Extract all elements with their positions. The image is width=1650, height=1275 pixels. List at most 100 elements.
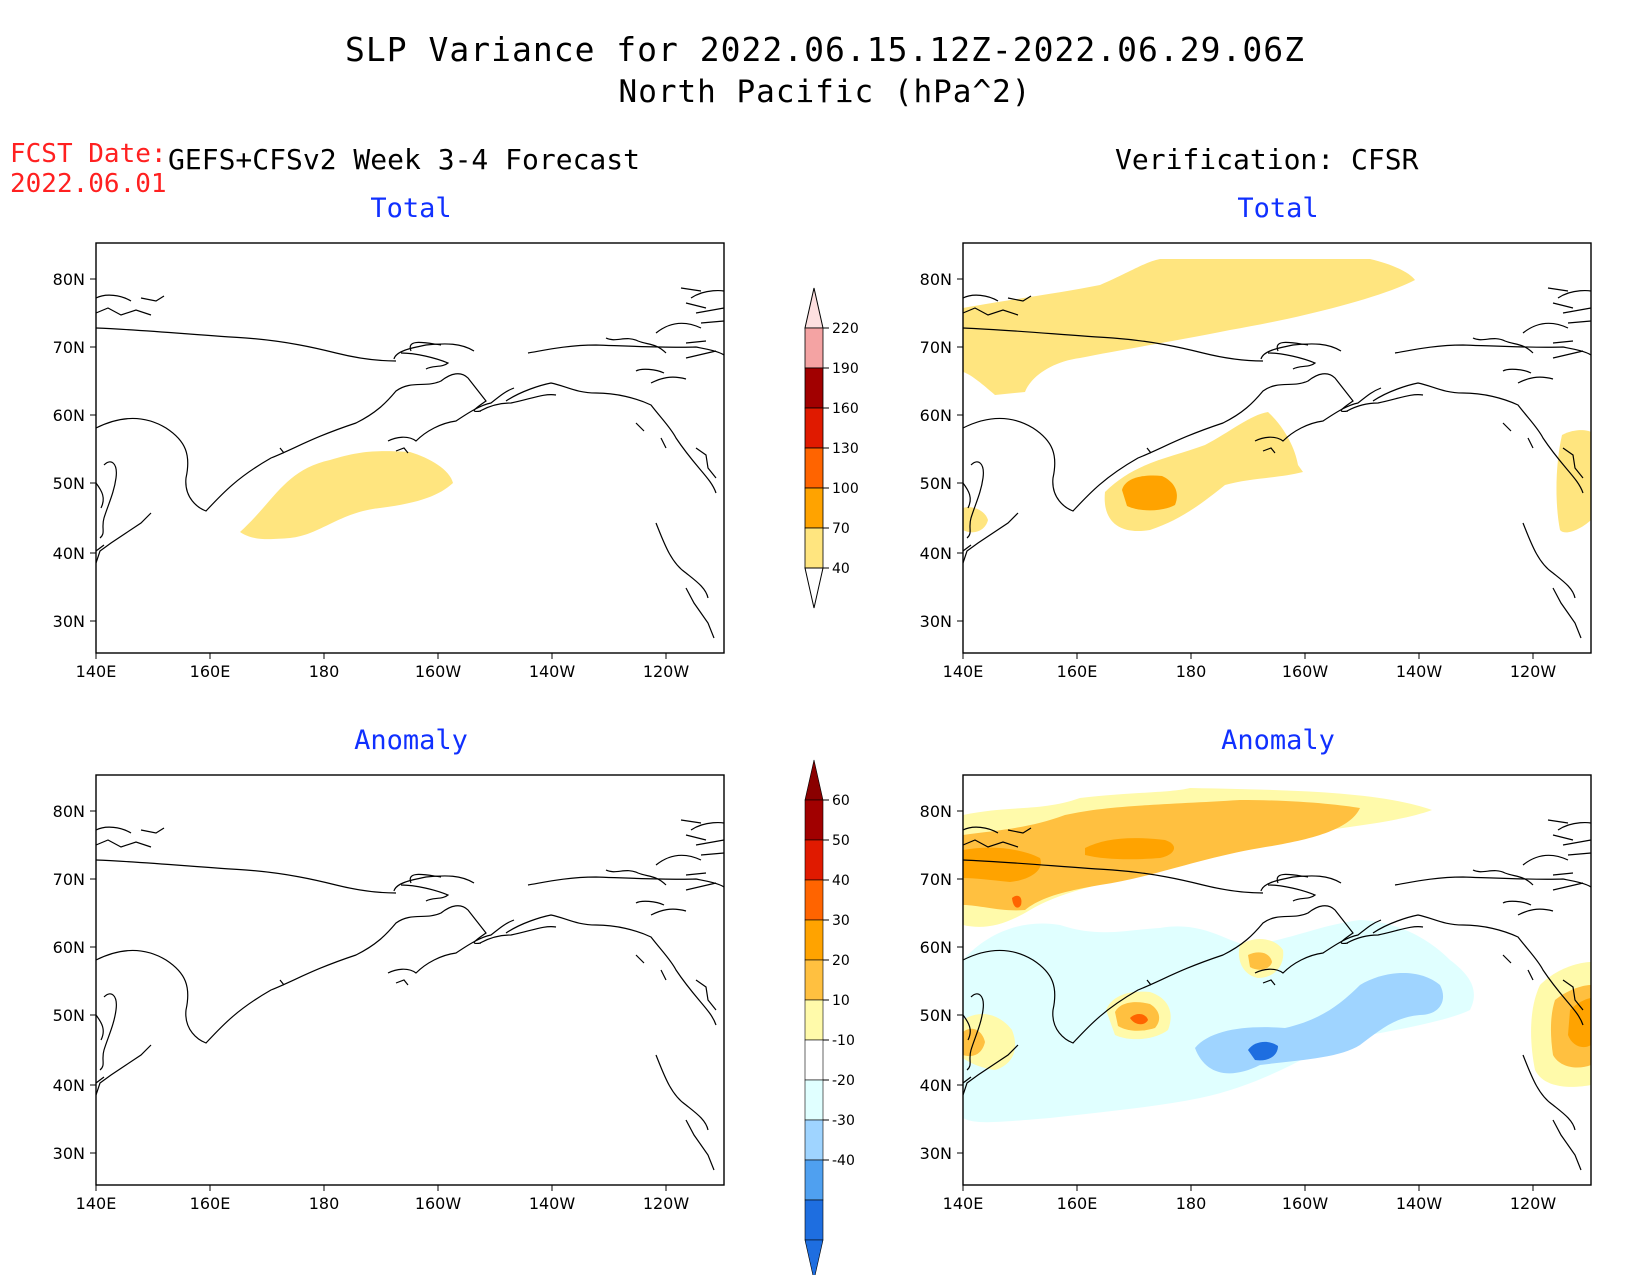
forecast-total-lat-label: 60N [53,406,85,425]
colorbar-total-swatch [804,367,824,409]
forecast-anomaly-lon-label: 140W [529,1194,576,1213]
forecast-anomaly-lat-label: 70N [53,870,85,889]
verification-total-lat-label: 60N [920,406,952,425]
verification-anomaly-lon-label: 120W [1510,1194,1557,1213]
verification-total-lat-label: 80N [920,270,952,289]
verification-anomaly-lat-label: 50N [920,1006,952,1025]
verification-anomaly-lat-label: 70N [920,870,952,889]
colorbar-anomaly-lower-arrow [804,1239,824,1275]
colorbar-anomaly-label: 60 [832,793,850,809]
colorbar-anomaly-swatch [804,999,824,1041]
colorbar-total-label: 40 [832,561,850,577]
forecast-anomaly-lon-label: 160E [190,1194,231,1213]
forecast-anomaly-coastline [95,819,725,1171]
verification-total-variance-70-100 [1122,475,1177,511]
forecast-total-map-frame [95,242,725,654]
colorbar-anomaly-swatch [804,1119,824,1161]
verification-total-lon-label: 160W [1282,662,1329,681]
forecast-total-lat-label: 30N [53,612,85,631]
verification-anomaly-positive-west-outer [963,1014,1016,1070]
forecast-anomaly-title: Anomaly [354,725,468,756]
verification-anomaly-map-frame [962,774,1592,1186]
colorbar-anomaly-label: 20 [832,953,850,969]
verification-anomaly-lon-label: 160E [1057,1194,1098,1213]
forecast-anomaly-lon-label: 140E [76,1194,117,1213]
colorbar-total-label: 160 [832,401,859,417]
forecast-total-title: Total [370,193,452,224]
colorbar-total-label: 190 [832,361,859,377]
verification-total-lat-label: 70N [920,338,952,357]
verification-total-arctic-band [963,259,1415,395]
forecast-total-lon-label: 160E [190,662,231,681]
verification-anomaly-positive-alaska-core [1248,952,1272,970]
verification-anomaly-positive-30-40-center [1085,838,1175,860]
verification-anomaly-shading [963,788,1591,1123]
verification-anomaly-lon-label: 160W [1282,1194,1329,1213]
colorbar-anomaly-upper-arrow [804,759,824,801]
forecast-total-lon-label: 120W [643,662,690,681]
colorbar-anomaly-label: 10 [832,993,850,1009]
verification-total-east-patch [1556,430,1591,533]
verification-anomaly-lon-label: 140E [943,1194,984,1213]
verification-anomaly-coastline [962,819,1592,1171]
colorbar-total-label: 220 [832,321,859,337]
colorbar-anomaly-label: -40 [832,1153,855,1169]
colorbar-anomaly-swatch [804,1039,824,1081]
verification-anomaly-positive-30-40-north [963,847,1041,882]
colorbar-anomaly-swatch [804,1199,824,1241]
forecast-total-lat-label: 80N [53,270,85,289]
forecast-total-lat-label: 50N [53,474,85,493]
colorbar-total-upper-arrow [804,287,824,329]
colorbar-anomaly-label: 50 [832,833,850,849]
forecast-total-lon-label: 140W [529,662,576,681]
verification-anomaly-negative-30-40 [1248,1041,1278,1061]
verification-total-lon-label: 160E [1057,662,1098,681]
verification-anomaly-lat-label: 40N [920,1076,952,1095]
colorbar-total-lower-arrow [804,567,824,609]
colorbar-anomaly-label: -30 [832,1113,855,1129]
forecast-anomaly-lat-label: 80N [53,802,85,821]
colorbar-anomaly-swatch [804,1159,824,1201]
verification-total-coastline [962,287,1592,639]
colorbar-anomaly-swatch [804,879,824,921]
forecast-anomaly-lat-label: 60N [53,938,85,957]
colorbar-anomaly-label: -10 [832,1033,855,1049]
forecast-anomaly-lat-label: 30N [53,1144,85,1163]
colorbar-total-label: 130 [832,441,859,457]
verification-total-west-patch [963,507,988,533]
colorbar-anomaly-swatch [804,959,824,1001]
forecast-total-shading [240,451,453,540]
colorbar-total-label: 100 [832,481,859,497]
forecast-total-lon-label: 140E [76,662,117,681]
colorbar-total-swatch [804,327,824,369]
fcst-date-label: FCST Date: [10,139,167,169]
forecast-header: GEFS+CFSv2 Week 3-4 Forecast [168,143,641,176]
colorbar-anomaly-swatch [804,919,824,961]
verification-total-lon-label: 140E [943,662,984,681]
forecast-anomaly-lon-label: 160W [415,1194,462,1213]
forecast-total-lon-label: 160W [415,662,462,681]
colorbar-anomaly-swatch [804,839,824,881]
colorbar-anomaly-label: 40 [832,873,850,889]
verification-anomaly-lat-label: 30N [920,1144,952,1163]
colorbar-anomaly-swatch [804,1079,824,1121]
main-title: SLP Variance for 2022.06.15.12Z-2022.06.… [345,30,1305,69]
colorbar-total-label: 70 [832,521,850,537]
verification-total-lat-label: 30N [920,612,952,631]
forecast-anomaly-lon-label: 120W [643,1194,690,1213]
verification-anomaly-lon-label: 140W [1396,1194,1443,1213]
forecast-total-lon-label: 180 [309,662,340,681]
verification-anomaly-lat-label: 80N [920,802,952,821]
verification-total-lon-label: 140W [1396,662,1443,681]
verification-total-lat-label: 40N [920,544,952,563]
forecast-total-variance-40-70 [240,451,453,540]
verification-anomaly-negative-10-20 [963,920,1474,1123]
verification-total-shading [963,259,1591,533]
verification-total-lat-label: 50N [920,474,952,493]
verification-total-lon-label: 180 [1176,662,1207,681]
forecast-anomaly-lon-label: 180 [309,1194,340,1213]
colorbar-total-swatch [804,527,824,569]
verification-anomaly-title: Anomaly [1221,725,1335,756]
verification-anomaly-lat-label: 60N [920,938,952,957]
